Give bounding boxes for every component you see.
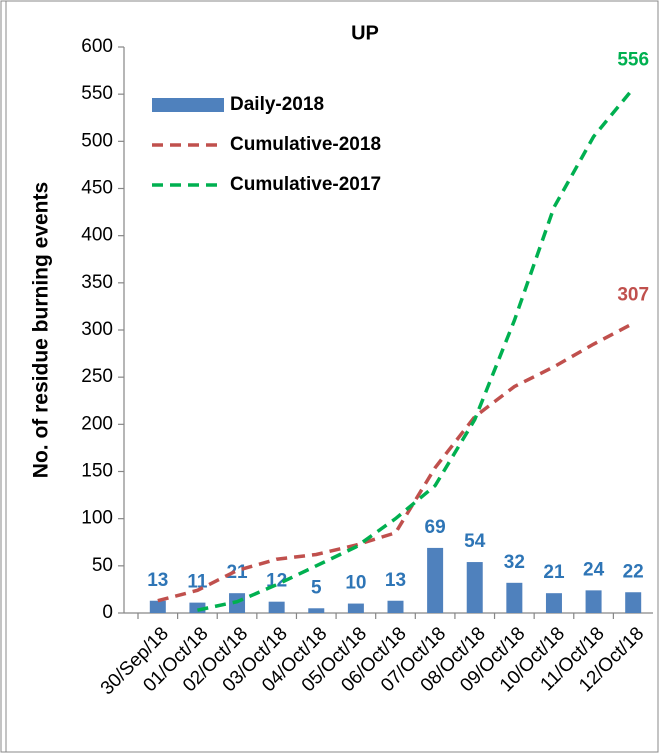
data-label: 69 <box>425 517 446 538</box>
data-label: 24 <box>583 559 605 580</box>
y-tick-label: 500 <box>81 130 113 151</box>
line <box>197 87 635 612</box>
y-tick-label: 0 <box>102 602 113 623</box>
bar <box>268 601 285 613</box>
line <box>157 321 635 603</box>
data-label: 10 <box>345 573 366 594</box>
bar <box>585 590 602 613</box>
bar <box>545 593 562 613</box>
y-axis-label: No. of residue burning events <box>30 182 53 478</box>
legend-swatch <box>152 98 224 112</box>
data-label: 21 <box>543 562 565 583</box>
y-tick-label: 350 <box>81 272 113 293</box>
y-tick-label: 50 <box>92 555 113 576</box>
y-tick-label: 300 <box>81 319 113 340</box>
y-tick-label: 200 <box>81 413 113 434</box>
y-tick-label: 150 <box>81 461 113 482</box>
data-label: 32 <box>504 552 525 573</box>
chart-title: UP <box>351 22 379 44</box>
data-label: 13 <box>385 570 406 591</box>
data-label: 13 <box>147 570 168 591</box>
legend-label: Cumulative-2017 <box>230 174 381 195</box>
y-tick-label: 550 <box>81 83 113 104</box>
data-label: 22 <box>623 561 644 582</box>
y-tick-label: 400 <box>81 225 113 246</box>
bar <box>466 562 483 613</box>
bar <box>506 582 523 613</box>
bar <box>149 600 166 613</box>
bar <box>347 603 364 613</box>
data-label: 11 <box>187 572 208 593</box>
y-tick-label: 250 <box>81 366 113 387</box>
y-tick-label: 450 <box>81 178 113 199</box>
bar <box>625 592 642 613</box>
bar <box>387 600 404 613</box>
data-label: 5 <box>311 577 322 598</box>
bar <box>308 608 325 613</box>
bar <box>189 602 206 613</box>
data-label: 556 <box>617 50 649 71</box>
legend-label: Cumulative-2018 <box>230 134 381 155</box>
data-label: 307 <box>617 284 649 305</box>
y-tick-label: 600 <box>81 36 113 57</box>
bar <box>427 547 444 613</box>
data-label: 54 <box>464 531 486 552</box>
y-tick-label: 100 <box>81 508 113 529</box>
legend-label: Daily-2018 <box>230 94 324 115</box>
